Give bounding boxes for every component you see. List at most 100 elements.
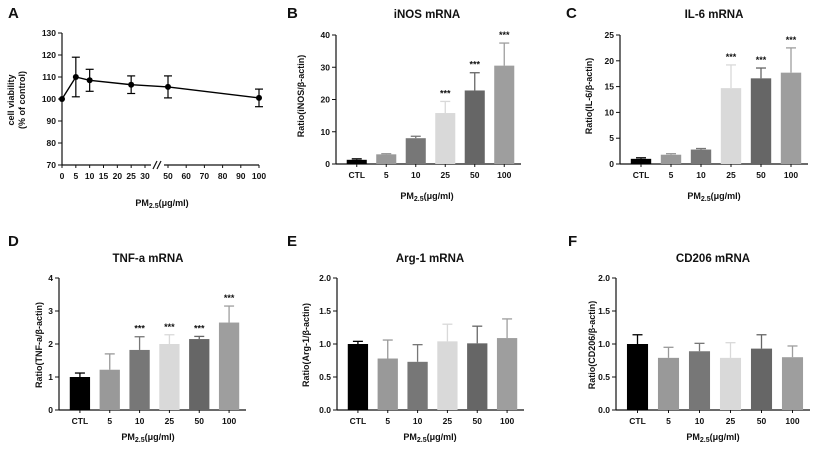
panel-b-xtick-label: CTL bbox=[348, 170, 365, 180]
panel-c-ytick-label: 20 bbox=[605, 56, 615, 66]
panel-e-bar bbox=[496, 338, 518, 410]
panel-c-xlabel-main: PM bbox=[687, 191, 701, 201]
panel-d-xlabel-main: PM bbox=[121, 432, 135, 442]
panel-f-ytick-label: 1.0 bbox=[598, 339, 610, 349]
panel-d-bar bbox=[129, 349, 150, 410]
panel-e-ylabel: Ratio(Arg-1/β-actin) bbox=[301, 303, 311, 387]
panel-f-ytick-label: 1.5 bbox=[598, 306, 610, 316]
panel-b: B iNOS mRNA 0 10 20 30 40 CTL 5 10 25 *** 50 *** 100… bbox=[287, 5, 521, 203]
panel-d-xtick-label: 100 bbox=[222, 416, 236, 426]
panel-a-data-point bbox=[59, 96, 65, 102]
panel-d-bar bbox=[159, 344, 180, 410]
panel-b-ytick-label: 0 bbox=[325, 159, 330, 169]
panel-c-xtick-label: 10 bbox=[696, 170, 706, 180]
panel-a-xtick-label: 10 bbox=[85, 171, 95, 181]
panel-c-xlabel: PM2.5(μg/ml) bbox=[687, 191, 740, 203]
panel-f-bar bbox=[781, 357, 804, 410]
panel-e-xlabel-unit: (μg/ml) bbox=[427, 432, 457, 442]
panel-b-ytick-label: 30 bbox=[321, 62, 331, 72]
panel-c-ytick-label: 15 bbox=[605, 82, 615, 92]
panel-a-xtick-label: 5 bbox=[73, 171, 78, 181]
panel-c-xtick-label: 50 bbox=[756, 170, 766, 180]
panel-b-significance-label: *** bbox=[440, 88, 451, 98]
panel-b-significance-label: *** bbox=[469, 60, 480, 70]
panel-b-xtick-label: 50 bbox=[470, 170, 480, 180]
panel-a-xtick-label: 100 bbox=[252, 171, 266, 181]
panel-f-bar bbox=[750, 348, 773, 410]
panel-d-ytick-label: 4 bbox=[48, 273, 53, 283]
panel-f-bar bbox=[657, 357, 680, 410]
panel-b-bar bbox=[494, 65, 515, 164]
panel-e-ytick-label: 0.5 bbox=[319, 372, 331, 382]
panel-a-xtick-label: 80 bbox=[218, 171, 228, 181]
panel-f-xlabel: PM2.5(μg/ml) bbox=[686, 432, 739, 444]
panel-b-xtick-label: 5 bbox=[384, 170, 389, 180]
panel-e-xtick-label: CTL bbox=[350, 416, 367, 426]
panel-f-axes: 0.0 0.5 1.0 1.5 2.0 CTL 5 10 25 50 100 bbox=[598, 273, 810, 426]
panel-f-xtick-label: 50 bbox=[757, 416, 767, 426]
panel-a-xtick-label: 20 bbox=[113, 171, 123, 181]
panel-a-data-point bbox=[165, 83, 171, 90]
panel-c-xlabel-unit: (μg/ml) bbox=[711, 191, 741, 201]
panel-e-ytick-label: 1.5 bbox=[319, 306, 331, 316]
panel-c-title: IL-6 mRNA bbox=[685, 9, 744, 21]
panel-a-ylabel-line2: (% of control) bbox=[17, 71, 27, 129]
panel-f-ylabel: Ratio(CD206/β-actin) bbox=[587, 301, 597, 390]
panel-b-bar bbox=[346, 159, 367, 164]
panel-f-bar bbox=[626, 344, 649, 410]
panel-d-axes: 0 1 2 3 4 CTL 5 10 *** 25 *** 50 *** 100 *** bbox=[48, 273, 246, 426]
panel-a-data-point bbox=[72, 74, 79, 80]
panel-a-xtick-label: 30 bbox=[140, 171, 150, 181]
panel-a: A 70 80 90 100 110 120 130 0 5 10 15 20 25 30 50 60 70 80… bbox=[6, 5, 266, 210]
panel-letter-b: B bbox=[287, 5, 298, 22]
panel-d-ytick-label: 3 bbox=[48, 306, 53, 316]
panel-e-ytick-label: 1.0 bbox=[319, 339, 331, 349]
panel-e: E Arg-1 mRNA 0.0 0.5 1.0 1.5 2.0 CTL 5 10 25 50 10… bbox=[287, 233, 524, 444]
panel-f-ytick-label: 0.0 bbox=[598, 405, 610, 415]
panel-b-bar bbox=[464, 90, 485, 164]
panel-c-bar bbox=[750, 78, 772, 164]
panel-e-axes: 0.0 0.5 1.0 1.5 2.0 CTL 5 10 25 50 100 bbox=[319, 273, 524, 426]
panel-f-ytick-label: 2.0 bbox=[598, 273, 610, 283]
panel-a-xtick-label: 60 bbox=[181, 171, 191, 181]
panel-e-bar bbox=[377, 358, 398, 410]
panel-c-xtick-label: 100 bbox=[784, 170, 798, 180]
panel-c-significance-label: *** bbox=[756, 55, 767, 65]
panel-b-ytick-label: 40 bbox=[321, 30, 331, 40]
panel-d-significance-label: *** bbox=[164, 322, 175, 332]
panel-a-xtick-label: 50 bbox=[163, 171, 173, 181]
panel-b-xlabel-sub: 2.5 bbox=[414, 196, 424, 203]
panel-d-significance-label: *** bbox=[224, 293, 235, 303]
panel-d-bar bbox=[218, 322, 240, 410]
panel-f-xtick-label: 25 bbox=[726, 416, 736, 426]
panel-f-bar bbox=[719, 357, 742, 410]
panel-c-bar bbox=[660, 154, 682, 164]
panel-c-ytick-label: 0 bbox=[609, 159, 614, 169]
panel-c-xtick-label: CTL bbox=[633, 170, 650, 180]
panel-e-xtick-label: 5 bbox=[385, 416, 390, 426]
panel-c-bar bbox=[630, 158, 652, 164]
panel-a-data-point bbox=[86, 77, 93, 84]
panel-b-axes: 0 10 20 30 40 CTL 5 10 25 *** 50 *** 100 *** bbox=[321, 30, 521, 180]
panel-e-xlabel-sub: 2.5 bbox=[417, 437, 427, 444]
panel-a-series-line bbox=[61, 76, 260, 100]
panel-e-bar bbox=[347, 344, 369, 410]
panel-d-significance-label: *** bbox=[134, 324, 145, 334]
panel-f-xtick-label: 10 bbox=[695, 416, 705, 426]
panel-d-xtick-label: 50 bbox=[195, 416, 205, 426]
panel-f-xlabel-sub: 2.5 bbox=[700, 437, 710, 444]
panel-a-xtick-label: 70 bbox=[200, 171, 210, 181]
panel-c-xtick-label: 5 bbox=[669, 170, 674, 180]
panel-a-data-point bbox=[256, 94, 262, 101]
panel-a-ytick-label: 120 bbox=[42, 50, 56, 60]
panel-a-ytick-label: 110 bbox=[42, 72, 56, 82]
panel-b-xtick-label: 25 bbox=[441, 170, 451, 180]
panel-c-ytick-label: 5 bbox=[609, 133, 614, 143]
panel-a-ytick-label: 130 bbox=[42, 28, 56, 38]
panel-d-xlabel: PM2.5(μg/ml) bbox=[121, 432, 174, 444]
panel-c-significance-label: *** bbox=[786, 35, 797, 45]
panel-d-xtick-label: 10 bbox=[135, 416, 145, 426]
panel-e-ytick-label: 2.0 bbox=[319, 273, 331, 283]
panel-b-bar bbox=[376, 154, 397, 164]
panel-f-xlabel-main: PM bbox=[686, 432, 700, 442]
